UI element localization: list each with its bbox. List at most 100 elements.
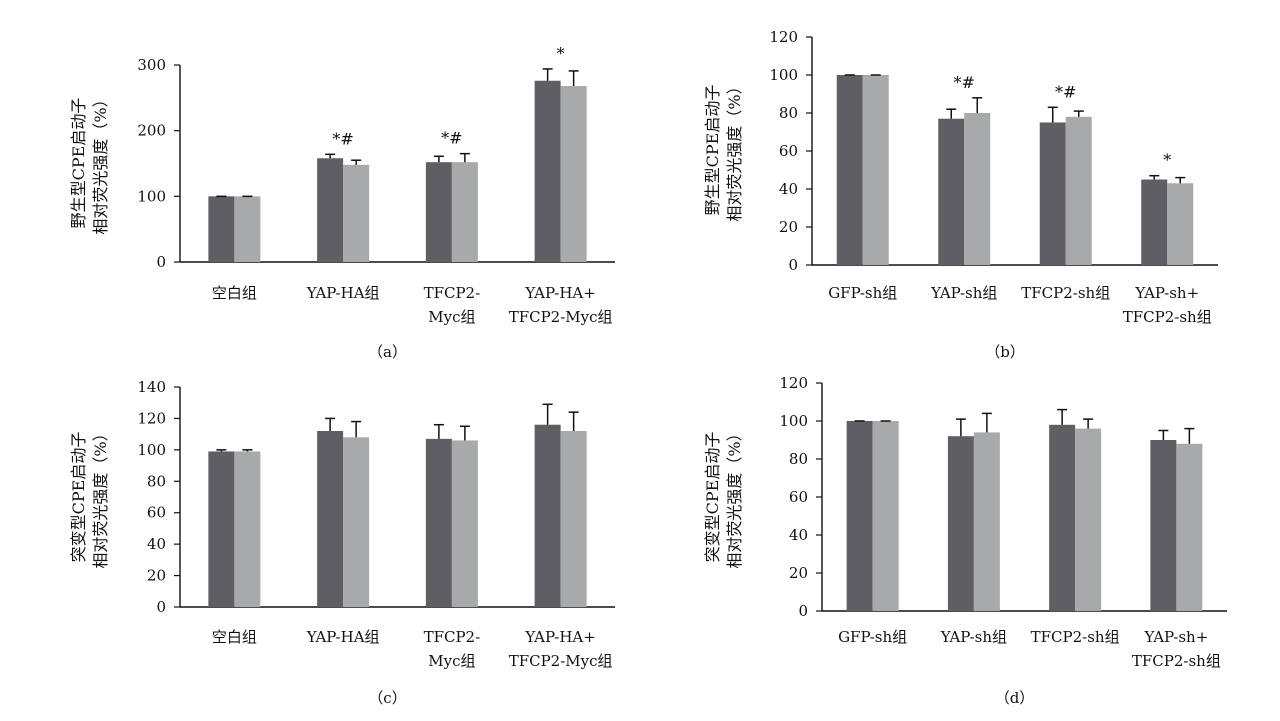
y-axis-label: 相对荧光强度（%） bbox=[91, 425, 110, 568]
chart-panel-d: 0 20 40 60 80 100 120 GFP-sh组 YAP-sh组 TFCP2-sh组 YA… bbox=[703, 374, 1227, 707]
significance-marker: *# bbox=[332, 129, 353, 148]
bar bbox=[208, 196, 235, 262]
x-tick-label: YAP-sh+ bbox=[1134, 284, 1199, 302]
y-tick-label: 120 bbox=[769, 28, 798, 46]
significance-marker: *# bbox=[1055, 82, 1076, 101]
y-tick-label: 100 bbox=[137, 187, 166, 205]
bar bbox=[947, 436, 974, 611]
significance-marker: * bbox=[557, 44, 565, 63]
y-tick-label: 20 bbox=[789, 564, 808, 582]
x-tick-label: TFCP2-sh组 bbox=[1021, 284, 1110, 302]
y-tick-label: 40 bbox=[779, 180, 798, 198]
x-tick-label: 空白组 bbox=[212, 628, 257, 646]
bar bbox=[1049, 424, 1076, 611]
y-tick-label: 0 bbox=[798, 602, 808, 620]
x-tick-label: TFCP2- bbox=[424, 284, 481, 302]
x-tick-label: TFCP2-sh组 bbox=[1132, 652, 1221, 670]
y-tick-label: 300 bbox=[137, 56, 166, 74]
x-tick-label: TFCP2-sh组 bbox=[1123, 308, 1212, 326]
bar bbox=[1150, 440, 1177, 611]
y-tick-label: 60 bbox=[789, 488, 808, 506]
y-tick-label: 0 bbox=[156, 253, 166, 271]
x-tick-label: YAP-sh组 bbox=[940, 628, 1007, 646]
y-tick-label: 200 bbox=[137, 122, 166, 140]
y-tick-label: 20 bbox=[779, 218, 798, 236]
y-tick-label: 140 bbox=[137, 378, 166, 396]
bar bbox=[1075, 428, 1102, 611]
y-tick-label: 40 bbox=[789, 526, 808, 544]
bar bbox=[1039, 122, 1066, 265]
y-axis-label: 相对荧光强度（%） bbox=[725, 78, 744, 221]
x-tick-label: 空白组 bbox=[212, 284, 257, 302]
bar bbox=[560, 86, 587, 262]
bar bbox=[862, 75, 889, 265]
y-tick-label: 80 bbox=[779, 104, 798, 122]
x-tick-label: YAP-HA+ bbox=[524, 628, 595, 646]
bar bbox=[938, 118, 965, 265]
significance-marker: *# bbox=[441, 129, 462, 148]
bar bbox=[1141, 179, 1168, 265]
x-tick-label: TFCP2-sh组 bbox=[1031, 628, 1120, 646]
bar bbox=[846, 421, 873, 611]
panel-label: （d） bbox=[995, 689, 1035, 707]
bar bbox=[1176, 443, 1203, 611]
y-tick-label: 0 bbox=[156, 598, 166, 616]
x-tick-label: GFP-sh组 bbox=[838, 628, 907, 646]
panel-label: （c） bbox=[368, 689, 406, 707]
y-axis-label: 野生型CPE启动子 bbox=[69, 98, 88, 229]
bar bbox=[560, 431, 587, 607]
chart-panel-a: 0100200300空白组*#YAP-HA组*#TFCP2-Myc组*YAP-H… bbox=[69, 44, 615, 361]
x-tick-label: TFCP2-Myc组 bbox=[509, 652, 613, 670]
x-tick-label: GFP-sh组 bbox=[828, 284, 897, 302]
bar bbox=[1167, 183, 1194, 265]
y-tick-label: 60 bbox=[779, 142, 798, 160]
bar bbox=[425, 438, 452, 607]
bar bbox=[208, 451, 235, 607]
x-tick-label: YAP-sh+ bbox=[1143, 628, 1208, 646]
panel-label: （a） bbox=[368, 343, 407, 361]
bar bbox=[425, 162, 452, 262]
y-tick-label: 80 bbox=[789, 450, 808, 468]
bar bbox=[836, 75, 863, 265]
y-tick-label: 120 bbox=[779, 374, 808, 392]
y-axis-label: 突变型CPE启动子 bbox=[69, 432, 88, 563]
bar bbox=[234, 196, 261, 262]
y-tick-label: 80 bbox=[147, 472, 166, 490]
x-tick-label: TFCP2- bbox=[424, 628, 481, 646]
x-tick-label: YAP-HA组 bbox=[306, 628, 380, 646]
bar bbox=[343, 437, 370, 607]
y-axis-label: 相对荧光强度（%） bbox=[725, 425, 744, 568]
y-axis-label: 相对荧光强度（%） bbox=[91, 91, 110, 234]
bar bbox=[973, 432, 1000, 611]
y-tick-label: 120 bbox=[137, 409, 166, 427]
bar bbox=[964, 113, 991, 265]
y-tick-label: 20 bbox=[147, 567, 166, 585]
bar bbox=[234, 451, 261, 607]
significance-marker: * bbox=[1163, 151, 1171, 170]
y-tick-label: 100 bbox=[769, 66, 798, 84]
significance-marker: *# bbox=[954, 73, 975, 92]
y-tick-label: 100 bbox=[779, 412, 808, 430]
y-tick-label: 100 bbox=[137, 441, 166, 459]
bar bbox=[317, 158, 344, 262]
x-tick-label: TFCP2-Myc组 bbox=[509, 308, 613, 326]
bar bbox=[534, 424, 561, 607]
y-tick-label: 40 bbox=[147, 535, 166, 553]
x-tick-label: Myc组 bbox=[428, 652, 475, 670]
x-tick-label: Myc组 bbox=[428, 308, 475, 326]
y-axis-label: 突变型CPE启动子 bbox=[703, 432, 722, 563]
bar bbox=[534, 80, 561, 262]
y-axis-label: 野生型CPE启动子 bbox=[703, 85, 722, 216]
bar bbox=[343, 164, 370, 262]
x-tick-label: YAP-HA+ bbox=[524, 284, 595, 302]
panel-label: （b） bbox=[985, 343, 1025, 361]
chart-panel-b: 0 20 40 60 80 100 120 GFP-sh组 *# YAP-sh组 *# TFCP2-s… bbox=[703, 28, 1218, 361]
bar bbox=[451, 440, 478, 607]
bar bbox=[317, 431, 344, 607]
x-tick-label: YAP-HA组 bbox=[306, 284, 380, 302]
bar bbox=[451, 162, 478, 262]
y-tick-label: 60 bbox=[147, 504, 166, 522]
bar bbox=[872, 421, 899, 611]
